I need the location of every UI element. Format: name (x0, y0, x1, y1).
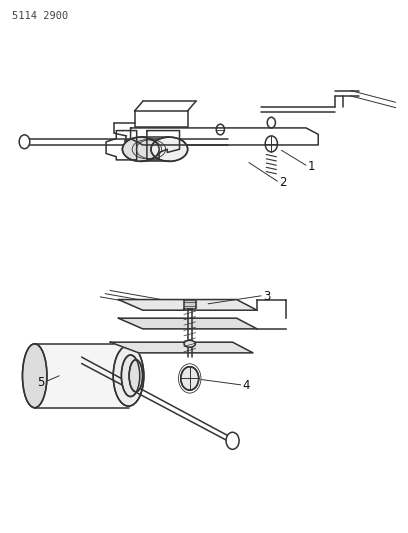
Polygon shape (118, 300, 257, 310)
Ellipse shape (122, 355, 140, 397)
Ellipse shape (151, 137, 188, 161)
Polygon shape (118, 318, 257, 329)
Ellipse shape (129, 360, 143, 392)
Text: 3: 3 (263, 290, 271, 303)
Text: 4: 4 (243, 379, 250, 392)
Ellipse shape (122, 137, 159, 161)
Ellipse shape (22, 344, 47, 408)
Circle shape (226, 432, 239, 449)
Polygon shape (110, 342, 253, 353)
Text: 5: 5 (37, 376, 44, 389)
Text: 1: 1 (308, 160, 315, 173)
Circle shape (181, 367, 199, 390)
Ellipse shape (113, 345, 144, 406)
Polygon shape (35, 344, 129, 408)
Polygon shape (184, 300, 196, 309)
Text: 2: 2 (279, 176, 287, 189)
Ellipse shape (184, 341, 195, 348)
Circle shape (19, 135, 30, 149)
Text: 5114 2900: 5114 2900 (12, 11, 69, 21)
